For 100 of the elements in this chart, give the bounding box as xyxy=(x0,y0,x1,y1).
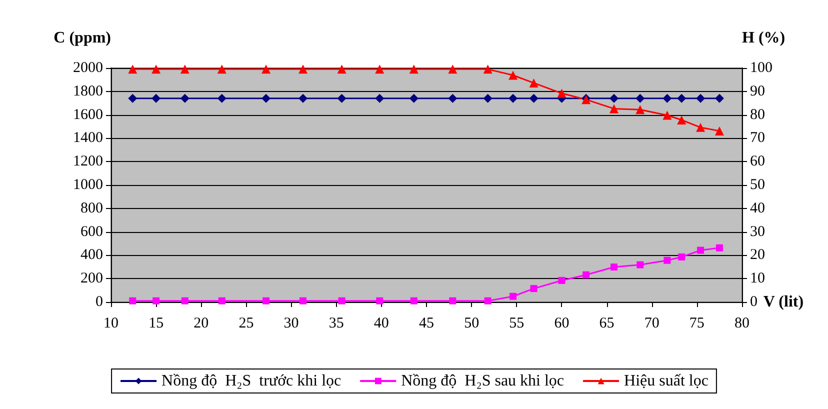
x-tick-label: 20 xyxy=(194,316,209,332)
x-tick-label: 40 xyxy=(374,316,389,332)
point xyxy=(483,94,492,103)
point xyxy=(375,64,384,74)
point xyxy=(636,261,644,268)
y-tick-label: 0 xyxy=(96,294,103,310)
point xyxy=(375,94,384,103)
x-tick-label: 15 xyxy=(148,316,164,332)
point xyxy=(409,64,418,74)
x-tick-label: 50 xyxy=(464,316,480,332)
x-tick-label: 75 xyxy=(689,316,704,332)
point xyxy=(510,292,517,300)
y-tick-label: 1600 xyxy=(73,106,103,123)
point xyxy=(697,246,704,254)
x-tick-label: 10 xyxy=(104,316,118,332)
point xyxy=(716,244,723,252)
y-tick-label: 600 xyxy=(80,224,103,240)
legend-label: Nồng độ H₂S trước khi lọc xyxy=(162,372,342,390)
point xyxy=(714,94,724,103)
legend-label: Nồng độ H₂S sau khi lọc xyxy=(401,372,564,390)
point xyxy=(714,126,724,136)
x-tick-label: 80 xyxy=(734,316,750,332)
point xyxy=(152,64,161,74)
point xyxy=(609,94,618,103)
y-tick-label: 400 xyxy=(80,247,103,264)
point xyxy=(664,256,671,264)
y-tick-label: 200 xyxy=(80,270,103,287)
point xyxy=(582,271,590,278)
y2-tick-label: 40 xyxy=(750,200,765,216)
point xyxy=(298,94,308,103)
x-tick-label: 45 xyxy=(419,316,434,332)
point xyxy=(530,285,538,292)
y2-tick-label: 50 xyxy=(750,177,765,193)
x-tick-label: 60 xyxy=(554,316,570,332)
x-tick-label: 30 xyxy=(284,316,299,332)
point xyxy=(300,297,307,304)
point xyxy=(508,70,518,80)
x-tick-label: 35 xyxy=(328,316,344,332)
legend-label: Hiệu suất lọc xyxy=(624,372,708,390)
y2-axis-title: H (%) xyxy=(742,30,786,46)
y2-tick-label: 60 xyxy=(750,154,765,170)
y2-tick-label: 20 xyxy=(750,247,765,264)
y-axis-title: C (ppm) xyxy=(54,30,111,46)
point xyxy=(337,94,346,103)
point xyxy=(338,297,346,304)
x-axis-title: V (lit) xyxy=(763,294,804,310)
point xyxy=(677,94,686,103)
point xyxy=(217,94,226,103)
point xyxy=(678,253,686,260)
point xyxy=(298,64,308,74)
point xyxy=(218,297,226,304)
point xyxy=(610,264,618,271)
y2-tick-label: 0 xyxy=(750,294,758,310)
point xyxy=(483,64,492,74)
y2-tick-label: 90 xyxy=(750,83,765,100)
point xyxy=(128,64,138,74)
point xyxy=(410,297,418,304)
point xyxy=(217,64,226,74)
point xyxy=(696,94,706,103)
point xyxy=(696,122,706,132)
point xyxy=(152,94,161,103)
point xyxy=(609,104,618,114)
point xyxy=(448,64,458,74)
point xyxy=(508,94,518,103)
y2-tick-label: 70 xyxy=(750,130,765,146)
point xyxy=(677,115,686,124)
y2-tick-label: 80 xyxy=(750,106,765,123)
point xyxy=(636,94,645,103)
y2-tick-label: 30 xyxy=(750,224,765,240)
y-tick-label: 1800 xyxy=(73,83,103,100)
point xyxy=(529,78,538,88)
point xyxy=(662,94,672,103)
point xyxy=(409,94,418,103)
point xyxy=(262,64,271,74)
y-tick-label: 1200 xyxy=(73,154,103,170)
point xyxy=(128,94,138,103)
y2-tick-label: 100 xyxy=(750,60,772,76)
y-tick-label: 1000 xyxy=(73,177,103,193)
y-tick-label: 1400 xyxy=(73,130,103,146)
y2-tick-label: 10 xyxy=(750,270,765,287)
point xyxy=(376,297,384,304)
x-tick-label: 65 xyxy=(599,316,614,332)
point xyxy=(181,297,188,304)
point xyxy=(262,297,270,304)
point xyxy=(337,64,346,74)
y-tick-label: 2000 xyxy=(73,60,103,76)
point xyxy=(152,297,160,304)
y-tick-label: 800 xyxy=(80,200,103,216)
point xyxy=(558,276,566,284)
x-tick-label: 55 xyxy=(509,316,524,332)
point xyxy=(180,94,190,103)
point xyxy=(262,94,271,103)
point xyxy=(529,94,538,103)
x-tick-label: 70 xyxy=(644,316,660,332)
point xyxy=(449,297,456,304)
point xyxy=(636,105,645,114)
point xyxy=(129,297,136,304)
point xyxy=(180,64,190,74)
point xyxy=(557,88,566,98)
point xyxy=(448,94,458,103)
